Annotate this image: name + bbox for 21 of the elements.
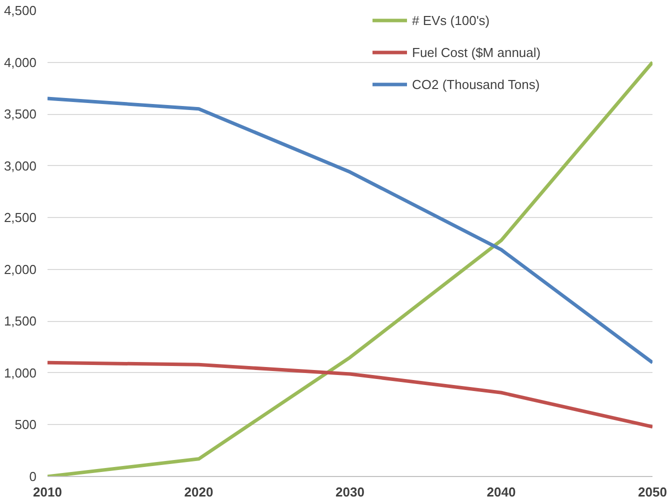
y-tick-label: 0 <box>29 469 37 484</box>
y-tick-label: 3,000 <box>4 158 37 174</box>
legend-label: Fuel Cost ($M annual) <box>412 44 542 60</box>
line-series <box>48 360 652 429</box>
legend-label: # EVs (100's) <box>412 12 491 28</box>
x-tick-label: 2030 <box>336 484 364 499</box>
x-tick-label: 2050 <box>638 484 667 499</box>
x-tick-label: 2020 <box>184 484 214 499</box>
y-tick-label: 1,500 <box>4 314 37 329</box>
y-tick-label: 2,500 <box>4 210 37 226</box>
y-tick-label: 500 <box>14 417 37 432</box>
y-tick-label: 1,000 <box>4 365 37 380</box>
x-tick-label: 2010 <box>33 484 62 499</box>
y-tick-label: 4,000 <box>4 54 37 70</box>
line-series <box>48 60 652 476</box>
line-series <box>48 96 652 364</box>
x-tick-label: 2040 <box>486 484 516 499</box>
y-tick-label: 3,500 <box>4 106 37 122</box>
y-tick-label: 2,000 <box>4 262 37 277</box>
legend-label: CO2 (Thousand Tons) <box>412 76 541 92</box>
y-tick-label: 4,500 <box>4 3 37 18</box>
